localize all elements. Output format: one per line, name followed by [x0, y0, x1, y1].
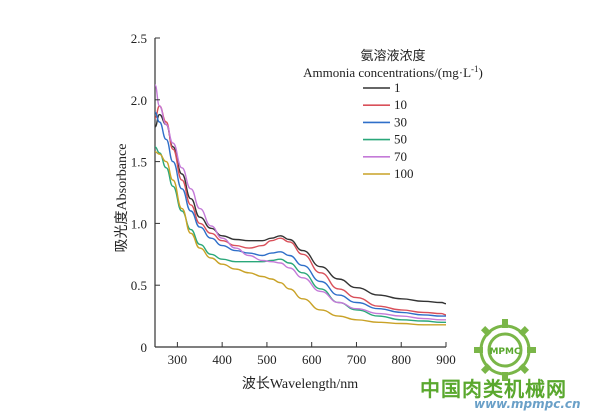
series-line-100: [154, 151, 446, 326]
series-line-30: [154, 111, 446, 317]
x-tick-label: 900: [436, 352, 456, 367]
tick-layer: 0 0.5 1.0 1.5 2.0 2.5 300 400 500 600 700 800 900: [131, 31, 456, 367]
legend-title-sup: -1: [471, 64, 479, 74]
legend-label-30: 30: [394, 114, 407, 129]
y-axis-title: 吸光度Absorbance: [114, 144, 130, 253]
legend-label-70: 70: [394, 149, 407, 164]
legend-items: 1 10 30 50 70 100: [363, 80, 414, 181]
legend-title-close: ): [479, 65, 483, 80]
y-tick-label: 1.5: [131, 155, 147, 170]
series-layer: [154, 84, 447, 326]
y-tick-label: 0: [141, 340, 148, 355]
y-tick-label: 2.0: [131, 93, 147, 108]
x-tick-label: 600: [302, 352, 322, 367]
x-tick-label: 500: [257, 352, 277, 367]
watermark-url: www.mpmpc.cn: [474, 397, 581, 411]
series-line-10: [154, 105, 447, 316]
watermark-text: 中国肉类机械网: [420, 377, 567, 401]
legend-title-en-main: Ammonia concentrations/(mg·L: [303, 65, 471, 80]
legend-label-50: 50: [394, 132, 407, 147]
legend-title-en: Ammonia concentrations/(mg·L-1): [303, 64, 483, 80]
axes: [154, 38, 446, 348]
series-line-1: [154, 113, 447, 305]
legend-title-cn: 氨溶液浓度: [360, 48, 425, 63]
x-axis-title: 波长Wavelength/nm: [242, 376, 358, 392]
y-tick-label: 2.5: [131, 31, 147, 46]
gear-icon: MPMC: [474, 319, 536, 381]
legend: 氨溶液浓度 Ammonia concentrations/(mg·L-1) 11…: [303, 48, 483, 181]
legend-label-1: 1: [394, 80, 401, 95]
legend-label-100: 100: [394, 166, 414, 181]
logo-text: MPMC: [489, 347, 521, 357]
x-tick-label: 700: [347, 352, 367, 367]
legend-label-10: 10: [394, 97, 407, 112]
y-tick-label: 1.0: [131, 216, 147, 231]
x-tick-label: 300: [168, 352, 188, 367]
x-tick-label: 800: [391, 352, 411, 367]
series-line-70: [154, 84, 446, 321]
y-tick-label: 0.5: [131, 278, 147, 293]
x-tick-label: 400: [212, 352, 232, 367]
